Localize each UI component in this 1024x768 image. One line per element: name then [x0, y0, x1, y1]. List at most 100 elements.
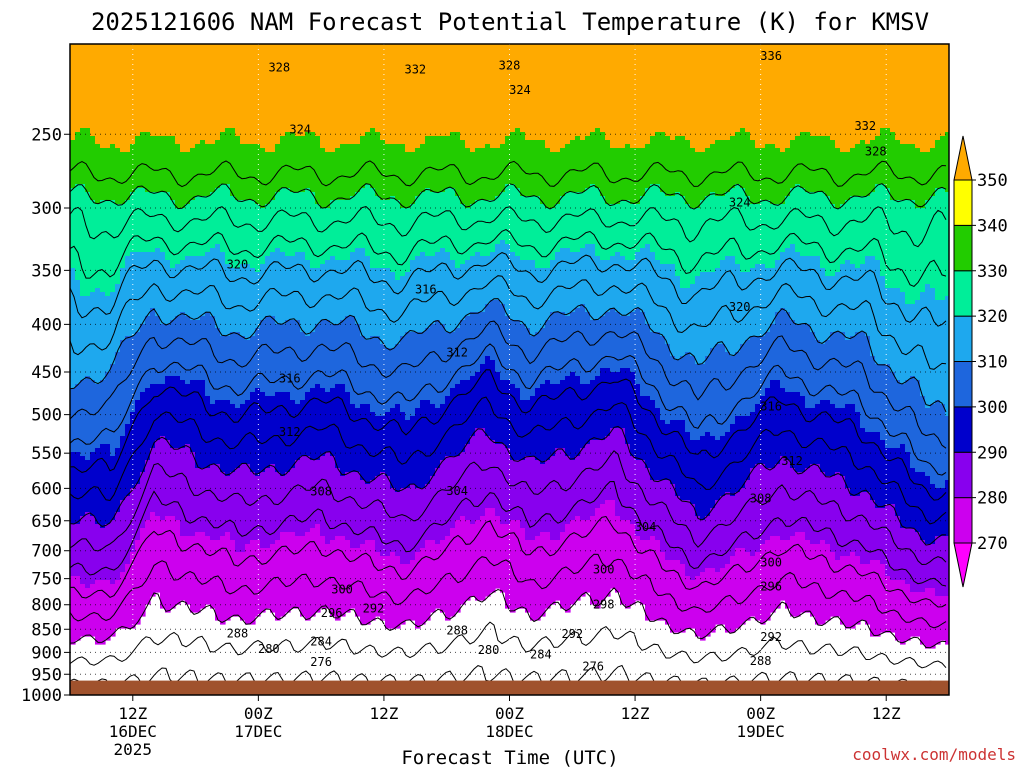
theta-band-cell [745, 272, 751, 341]
theta-band-cell [290, 132, 296, 193]
theta-band-cell [590, 320, 596, 381]
theta-band-cell [315, 268, 321, 325]
theta-band-cell [845, 152, 851, 201]
theta-band-cell [695, 44, 701, 153]
theta-band-cell [460, 380, 466, 453]
contour-label: 292 [363, 601, 385, 615]
theta-band-cell [610, 204, 616, 257]
theta-band-cell [765, 540, 771, 621]
theta-band-cell [890, 44, 896, 133]
theta-band-cell [380, 472, 386, 557]
theta-band-cell [605, 500, 611, 597]
theta-band-cell [100, 380, 106, 445]
theta-band-cell [575, 136, 581, 193]
theta-band-cell [565, 192, 571, 249]
theta-band-cell [500, 240, 506, 305]
theta-band-cell [535, 388, 541, 461]
theta-band-cell [520, 400, 526, 461]
theta-band-cell [640, 196, 646, 249]
theta-band-cell [315, 384, 321, 461]
theta-band-cell [785, 44, 791, 149]
theta-band-cell [590, 516, 596, 605]
theta-band-cell [730, 44, 736, 137]
theta-band-cell [765, 388, 771, 469]
theta-band-cell [255, 388, 261, 477]
theta-band-cell [215, 464, 221, 541]
theta-band-cell [735, 352, 741, 417]
theta-band-cell [485, 508, 491, 597]
theta-band-cell [745, 196, 751, 273]
theta-band-cell [445, 44, 451, 137]
theta-band-cell [675, 136, 681, 193]
theta-band-cell [330, 540, 336, 617]
theta-band-cell [715, 500, 721, 573]
theta-band-cell [425, 328, 431, 401]
theta-band-cell [740, 488, 746, 549]
theta-band-cell [725, 564, 731, 633]
theta-band-cell [775, 260, 781, 313]
theta-band-cell [275, 44, 281, 145]
theta-band-cell [545, 268, 551, 321]
theta-band-cell [830, 552, 836, 617]
theta-band-cell [615, 204, 621, 253]
theta-band-cell [190, 380, 196, 453]
theta-band-cell [225, 336, 231, 401]
theta-band-cell [375, 552, 381, 617]
theta-band-cell [625, 368, 631, 445]
theta-contour-324 [70, 275, 947, 370]
theta-band-cell [695, 276, 701, 365]
theta-band-cell [730, 424, 736, 497]
theta-band-cell [730, 356, 736, 425]
theta-band-cell [160, 520, 166, 609]
theta-band-cell [110, 364, 116, 457]
theta-band-cell [350, 472, 356, 549]
theta-band-cell [765, 332, 771, 389]
theta-band-cell [920, 292, 926, 397]
theta-band-cell [145, 388, 151, 461]
theta-band-cell [385, 412, 391, 477]
theta-band-cell [440, 460, 446, 541]
theta-band-cell [680, 288, 686, 357]
theta-band-cell [235, 408, 241, 469]
theta-band-cell [790, 244, 796, 321]
colorbar-segment [953, 497, 973, 544]
theta-band-cell [165, 44, 171, 137]
theta-band-cell [455, 328, 461, 385]
theta-band-cell [915, 44, 921, 149]
theta-band-cell [155, 316, 161, 385]
theta-band-cell [230, 196, 236, 269]
theta-band-cell [175, 44, 181, 145]
theta-band-cell [500, 524, 506, 593]
theta-band-cell [630, 148, 636, 205]
theta-band-cell [930, 404, 936, 485]
theta-band-cell [915, 472, 921, 533]
theta-band-cell [515, 520, 521, 609]
theta-band-cell [390, 488, 396, 553]
theta-band-cell [390, 272, 396, 349]
theta-band-cell [80, 296, 86, 381]
theta-band-cell [245, 340, 251, 401]
theta-band-cell [435, 44, 441, 137]
theta-band-cell [345, 316, 351, 393]
theta-band-cell [350, 196, 356, 253]
theta-band-cell [205, 396, 211, 469]
theta-band-cell [915, 532, 921, 593]
theta-band-cell [845, 200, 851, 261]
theta-band-cell [945, 416, 949, 481]
theta-band-cell [170, 376, 176, 449]
theta-band-cell [700, 272, 706, 365]
theta-band-cell [635, 44, 641, 149]
theta-band-cell [430, 44, 436, 137]
theta-band-cell [745, 132, 751, 197]
theta-band-cell [315, 204, 321, 269]
credit-link[interactable]: coolwx.com/models [852, 745, 1016, 764]
theta-band-cell [880, 364, 886, 441]
theta-band-cell [450, 332, 456, 389]
theta-band-cell [485, 144, 491, 201]
theta-band-cell [875, 364, 881, 433]
theta-band-cell [630, 204, 636, 261]
theta-band-cell [700, 364, 706, 437]
theta-band-cell [95, 384, 101, 449]
theta-band-cell [640, 396, 646, 461]
